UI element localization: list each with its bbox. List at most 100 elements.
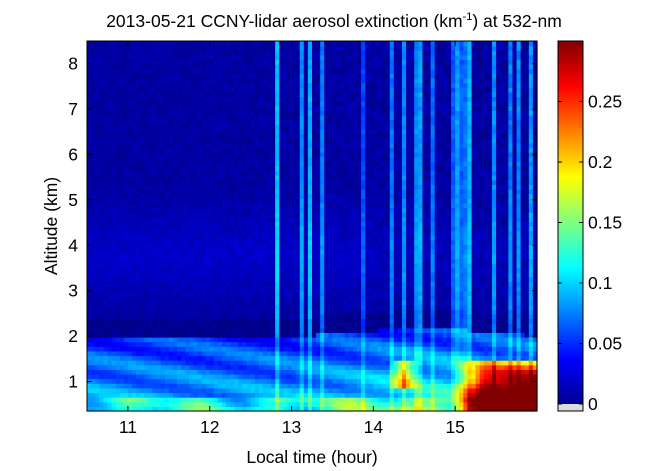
heatmap-cell bbox=[213, 364, 219, 370]
heatmap-cell bbox=[99, 68, 104, 74]
heatmap-cell bbox=[144, 253, 149, 259]
heatmap-cell bbox=[91, 133, 96, 139]
heatmap-cell bbox=[275, 128, 280, 135]
heatmap-cell bbox=[185, 239, 190, 246]
heatmap-cell bbox=[246, 101, 252, 107]
heatmap-cell bbox=[111, 133, 117, 139]
heatmap-cell bbox=[267, 50, 272, 56]
heatmap-cell bbox=[316, 54, 321, 61]
heatmap-cell bbox=[189, 406, 194, 412]
heatmap-cell bbox=[238, 378, 244, 384]
heatmap-cell bbox=[275, 374, 280, 380]
heatmap-cell bbox=[303, 184, 309, 190]
heatmap-cell bbox=[115, 110, 121, 116]
heatmap-cell bbox=[324, 295, 329, 301]
heatmap-cell bbox=[258, 45, 264, 51]
heatmap-cell bbox=[156, 198, 162, 204]
heatmap-cell bbox=[193, 406, 199, 412]
heatmap-cell bbox=[217, 350, 223, 357]
heatmap-cell bbox=[156, 401, 162, 407]
heatmap-cell bbox=[115, 105, 121, 111]
heatmap-cell bbox=[307, 68, 313, 74]
heatmap-cell bbox=[271, 383, 276, 389]
heatmap-cell bbox=[230, 263, 235, 269]
heatmap-cell bbox=[156, 263, 162, 269]
heatmap-cell bbox=[254, 96, 260, 102]
heatmap-cell bbox=[246, 165, 252, 172]
heatmap-cell bbox=[303, 364, 309, 370]
heatmap-cell bbox=[324, 313, 329, 320]
heatmap-cell bbox=[136, 337, 141, 343]
heatmap-cell bbox=[275, 212, 280, 218]
heatmap-cell bbox=[283, 226, 289, 232]
heatmap-cell bbox=[205, 147, 211, 153]
heatmap-cell bbox=[299, 59, 305, 65]
heatmap-cell bbox=[172, 355, 178, 361]
heatmap-cell bbox=[91, 78, 96, 84]
heatmap-cell bbox=[217, 78, 223, 84]
heatmap-cell bbox=[267, 78, 272, 84]
heatmap-cell bbox=[177, 184, 182, 190]
heatmap-cell bbox=[226, 364, 231, 370]
heatmap-cell bbox=[258, 350, 264, 357]
heatmap-cell bbox=[267, 383, 272, 389]
heatmap-cell bbox=[156, 272, 162, 278]
heatmap-cell bbox=[230, 327, 235, 333]
heatmap-cell bbox=[291, 124, 297, 130]
heatmap-cell bbox=[209, 350, 215, 357]
heatmap-cell bbox=[201, 152, 207, 158]
heatmap-cell bbox=[295, 138, 301, 144]
heatmap-cell bbox=[144, 355, 149, 361]
heatmap-cell bbox=[287, 374, 293, 380]
heatmap-cell bbox=[148, 337, 154, 343]
heatmap-cell bbox=[148, 161, 154, 167]
heatmap-cell bbox=[164, 133, 170, 139]
heatmap-cell bbox=[119, 360, 125, 366]
heatmap-cell bbox=[201, 184, 207, 190]
heatmap-cell bbox=[209, 170, 215, 176]
heatmap-cell bbox=[271, 281, 276, 287]
heatmap-cell bbox=[312, 133, 317, 139]
heatmap-cell bbox=[222, 68, 227, 74]
heatmap-cell bbox=[197, 258, 203, 264]
heatmap-cell bbox=[189, 374, 194, 380]
heatmap-cell bbox=[299, 327, 305, 333]
heatmap-cell bbox=[324, 68, 329, 74]
heatmap-cell bbox=[217, 249, 223, 255]
heatmap-cell bbox=[205, 281, 211, 287]
heatmap-cell bbox=[119, 59, 125, 65]
heatmap-cell bbox=[238, 189, 244, 195]
heatmap-cell bbox=[168, 41, 174, 47]
heatmap-cell bbox=[172, 383, 178, 389]
heatmap-cell bbox=[107, 300, 113, 306]
heatmap-cell bbox=[168, 392, 174, 398]
heatmap-cell bbox=[99, 327, 104, 333]
heatmap-cell bbox=[217, 45, 223, 51]
heatmap-cell bbox=[279, 179, 284, 185]
heatmap-cell bbox=[168, 189, 174, 195]
heatmap-cell bbox=[246, 87, 252, 93]
heatmap-cell bbox=[172, 207, 178, 213]
heatmap-cell bbox=[103, 235, 109, 241]
heatmap-cell bbox=[299, 165, 305, 172]
heatmap-cell bbox=[226, 138, 231, 144]
heatmap-cell bbox=[217, 54, 223, 61]
heatmap-cell bbox=[103, 128, 109, 135]
heatmap-cell bbox=[242, 119, 248, 125]
heatmap-cell bbox=[152, 212, 158, 218]
heatmap-cell bbox=[91, 360, 96, 366]
heatmap-cell bbox=[250, 119, 256, 125]
heatmap-cell bbox=[213, 202, 219, 209]
heatmap-cell bbox=[103, 124, 109, 130]
heatmap-cell bbox=[275, 133, 280, 139]
heatmap-cell bbox=[172, 189, 178, 195]
heatmap-cell bbox=[185, 50, 190, 56]
heatmap-cell bbox=[213, 300, 219, 306]
heatmap-cell bbox=[242, 82, 248, 88]
heatmap-cell bbox=[177, 198, 182, 204]
heatmap-cell bbox=[312, 300, 317, 306]
heatmap-cell bbox=[185, 226, 190, 232]
heatmap-cell bbox=[168, 387, 174, 394]
heatmap-cell bbox=[222, 304, 227, 310]
heatmap-cell bbox=[222, 374, 227, 380]
